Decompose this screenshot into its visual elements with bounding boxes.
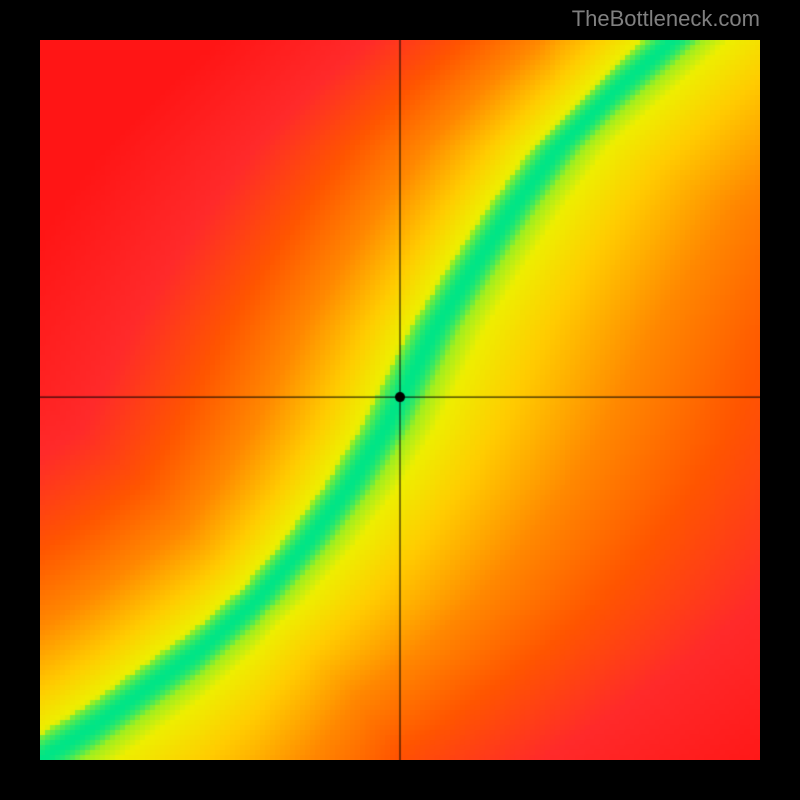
chart-container: TheBottleneck.com	[0, 0, 800, 800]
watermark-text: TheBottleneck.com	[572, 6, 760, 32]
heatmap-canvas	[40, 40, 760, 760]
plot-area	[40, 40, 760, 760]
